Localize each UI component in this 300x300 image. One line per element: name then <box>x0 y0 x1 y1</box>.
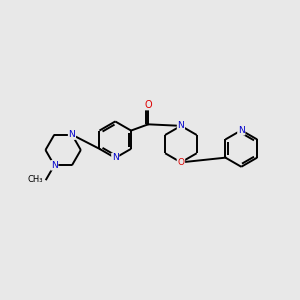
Text: CH₃: CH₃ <box>27 175 43 184</box>
Text: O: O <box>177 158 184 167</box>
Text: N: N <box>178 122 184 130</box>
Text: N: N <box>238 126 245 135</box>
Text: N: N <box>112 153 119 162</box>
Text: N: N <box>51 161 58 170</box>
Text: N: N <box>69 130 75 139</box>
Text: O: O <box>144 100 152 110</box>
